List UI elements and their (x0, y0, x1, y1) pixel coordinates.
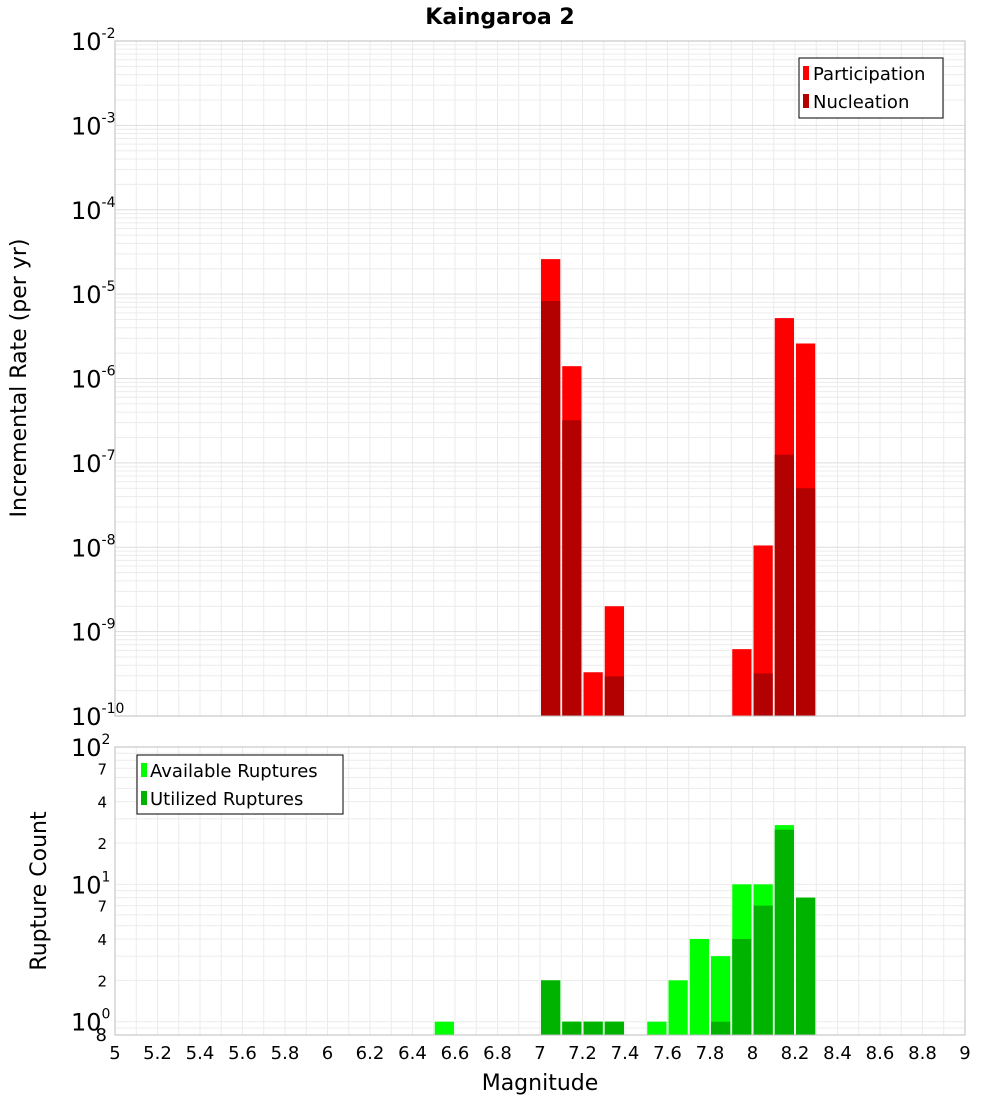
bottom-y-minor-tick-label: 7 (97, 898, 107, 916)
x-tick-label: 8.4 (823, 1043, 852, 1064)
top-nucleation-bar (753, 673, 773, 716)
bottom-y-minor-tick-label: 4 (97, 931, 107, 949)
top-y-tick-label: 10-8 (71, 532, 116, 562)
bottom-y-minor-tick-label: 7 (97, 760, 107, 778)
top-nucleation-bar (604, 676, 624, 716)
top-y-tick-label: 10-7 (71, 448, 116, 478)
chart-title: Kaingaroa 2 (425, 5, 574, 30)
bottom-utilized-ruptures-bar (541, 980, 561, 1035)
participation-legend-label: Participation (813, 64, 925, 85)
top-nucleation-bar (796, 488, 816, 716)
available-ruptures-legend-swatch (141, 763, 147, 777)
bottom-utilized-ruptures-bar (732, 939, 752, 1035)
top-y-axis-label: Incremental Rate (per yr) (7, 239, 32, 518)
bottom-available-ruptures-bar (434, 1021, 454, 1035)
top-y-tick-label: 10-10 (71, 701, 124, 731)
utilized-ruptures-legend-swatch (141, 791, 147, 805)
x-tick-label: 7 (534, 1043, 545, 1064)
top-y-tick-label: 10-4 (71, 195, 116, 225)
bottom-y-tick-label: 101 (71, 869, 110, 899)
bottom-y-axis-label: Rupture Count (27, 811, 52, 971)
bars-layer (434, 259, 816, 1035)
grid-layer (114, 41, 966, 1036)
bottom-utilized-ruptures-bar (796, 897, 816, 1035)
utilized-ruptures-legend-label: Utilized Ruptures (150, 789, 303, 810)
bottom-y-tick-label: 100 (71, 1007, 110, 1037)
x-tick-label: 8 (747, 1043, 758, 1064)
bottom-utilized-ruptures-bar (711, 1021, 731, 1035)
x-tick-label: 6.8 (483, 1043, 512, 1064)
top-nucleation-bar (562, 420, 582, 716)
top-participation-bar (732, 649, 752, 716)
bottom-available-ruptures-bar (668, 980, 688, 1035)
frame-layer (114, 40, 966, 1036)
tick-labels-layer: 10-10 10-9 10-8 10-7 10-6 10-5 10-4 10-3 10-2 100… (71, 26, 971, 1064)
top-nucleation-bar (774, 454, 794, 716)
bottom-utilized-ruptures-bar (583, 1021, 603, 1035)
bottom-utilized-ruptures-bar (753, 905, 773, 1035)
top-legend: Participation Nucleation (798, 57, 944, 119)
top-y-tick-label: 10-5 (71, 279, 116, 309)
bottom-legend: Available Ruptures Utilized Ruptures (136, 754, 344, 815)
x-tick-label: 8.6 (866, 1043, 895, 1064)
top-participation-bar (753, 545, 773, 716)
bottom-y-tick-label: 102 (71, 732, 110, 762)
top-y-tick-label: 10-6 (71, 364, 116, 394)
top-legend-box (798, 57, 944, 119)
x-tick-label: 7.8 (696, 1043, 725, 1064)
top-plot-frame (114, 40, 966, 717)
bottom-available-ruptures-bar (647, 1021, 667, 1035)
nucleation-legend-label: Nucleation (813, 92, 909, 113)
x-tick-label: 8.2 (781, 1043, 810, 1064)
x-tick-label: 6.2 (356, 1043, 385, 1064)
x-axis-label: Magnitude (482, 1071, 599, 1096)
top-nucleation-bar (541, 300, 561, 716)
top-y-tick-label: 10-2 (71, 26, 116, 56)
available-ruptures-legend-label: Available Ruptures (150, 761, 318, 782)
x-tick-label: 5.4 (186, 1043, 215, 1064)
bottom-plot-frame (114, 746, 966, 1036)
bottom-y-minor-tick-label: 2 (97, 972, 107, 990)
x-tick-label: 6 (322, 1043, 333, 1064)
top-y-tick-label: 10-9 (71, 617, 116, 647)
top-y-tick-label: 10-3 (71, 110, 116, 140)
x-tick-label: 7.4 (611, 1043, 640, 1064)
bottom-legend-box (136, 754, 344, 815)
x-tick-label: 5.8 (271, 1043, 300, 1064)
bottom-utilized-ruptures-bar (604, 1021, 624, 1035)
x-tick-label: 5.6 (228, 1043, 257, 1064)
x-tick-label: 5.2 (143, 1043, 172, 1064)
bottom-utilized-ruptures-bar (774, 829, 794, 1035)
bottom-available-ruptures-bar (689, 939, 709, 1035)
x-tick-label: 5 (109, 1043, 120, 1064)
x-tick-label: 6.6 (441, 1043, 470, 1064)
bottom-y-minor-tick-label: 2 (97, 835, 107, 853)
x-tick-label: 9 (959, 1043, 970, 1064)
participation-legend-swatch (803, 66, 809, 80)
x-tick-label: 8.8 (908, 1043, 937, 1064)
x-tick-label: 7.2 (568, 1043, 597, 1064)
bottom-y-minor-tick-label: 4 (97, 794, 107, 812)
nucleation-legend-swatch (803, 94, 809, 108)
bottom-available-ruptures-bar (711, 956, 731, 1035)
top-participation-bar (583, 672, 603, 716)
bottom-y-minor-tick-label: 8 (96, 1025, 107, 1046)
bottom-utilized-ruptures-bar (562, 1021, 582, 1035)
x-tick-label: 7.6 (653, 1043, 682, 1064)
x-tick-label: 6.4 (398, 1043, 427, 1064)
